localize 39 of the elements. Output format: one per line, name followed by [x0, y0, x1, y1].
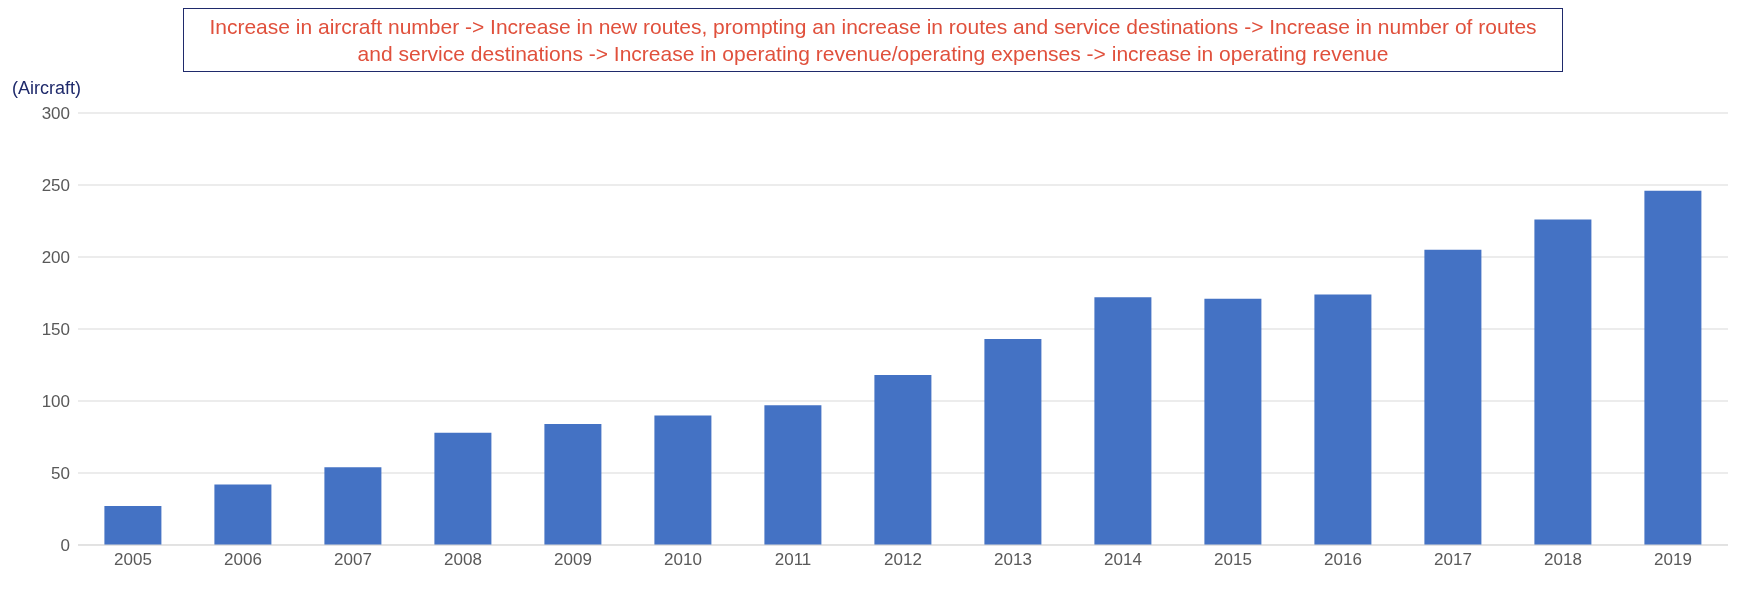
- bar: [764, 405, 822, 545]
- bar: [1204, 298, 1262, 545]
- x-tick-label: 2010: [664, 550, 702, 570]
- bar: [654, 415, 712, 545]
- x-tick-label: 2019: [1654, 550, 1692, 570]
- bar: [1534, 219, 1592, 545]
- y-tick-label: 50: [51, 464, 70, 484]
- y-tick-label: 200: [41, 248, 70, 268]
- x-tick-label: 2017: [1434, 550, 1472, 570]
- bar: [1644, 190, 1702, 545]
- bar: [874, 375, 932, 545]
- bar: [324, 467, 382, 545]
- bar: [104, 506, 162, 545]
- x-tick-label: 2005: [114, 550, 152, 570]
- y-tick-label: 250: [41, 176, 70, 196]
- x-tick-label: 2018: [1544, 550, 1582, 570]
- bar: [544, 424, 602, 545]
- y-axis-title: (Aircraft): [12, 78, 81, 99]
- bar: [214, 484, 272, 545]
- x-tick-label: 2014: [1104, 550, 1142, 570]
- y-tick-label: 150: [41, 320, 70, 340]
- bar: [1424, 249, 1482, 545]
- x-tick-label: 2016: [1324, 550, 1362, 570]
- bar: [984, 339, 1042, 545]
- x-tick-label: 2013: [994, 550, 1032, 570]
- x-tick-label: 2011: [774, 550, 812, 570]
- y-tick-label: 0: [60, 536, 70, 556]
- x-tick-label: 2008: [444, 550, 482, 570]
- text: Increase in aircraft number -> Increase in new routes, prompting an increase in routes and service destinations -> Increase in number of routes and service destinations -> Increase in operating revenue/operating expenses -> increase in operating revenue: [183, 8, 1563, 72]
- x-tick-label: 2007: [334, 550, 372, 570]
- x-tick-label: 2006: [224, 550, 262, 570]
- bar: [434, 432, 492, 545]
- bar: [1314, 294, 1372, 545]
- y-tick-label: 100: [41, 392, 70, 412]
- x-tick-label: 2012: [884, 550, 922, 570]
- y-tick-label: 300: [41, 104, 70, 124]
- bar: [1094, 297, 1152, 545]
- x-tick-label: 2009: [554, 550, 592, 570]
- x-tick-label: 2015: [1214, 550, 1252, 570]
